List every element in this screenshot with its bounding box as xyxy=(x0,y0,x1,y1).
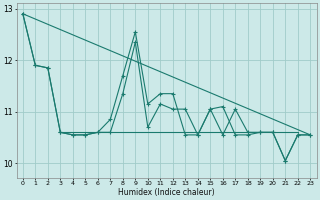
X-axis label: Humidex (Indice chaleur): Humidex (Indice chaleur) xyxy=(118,188,215,197)
